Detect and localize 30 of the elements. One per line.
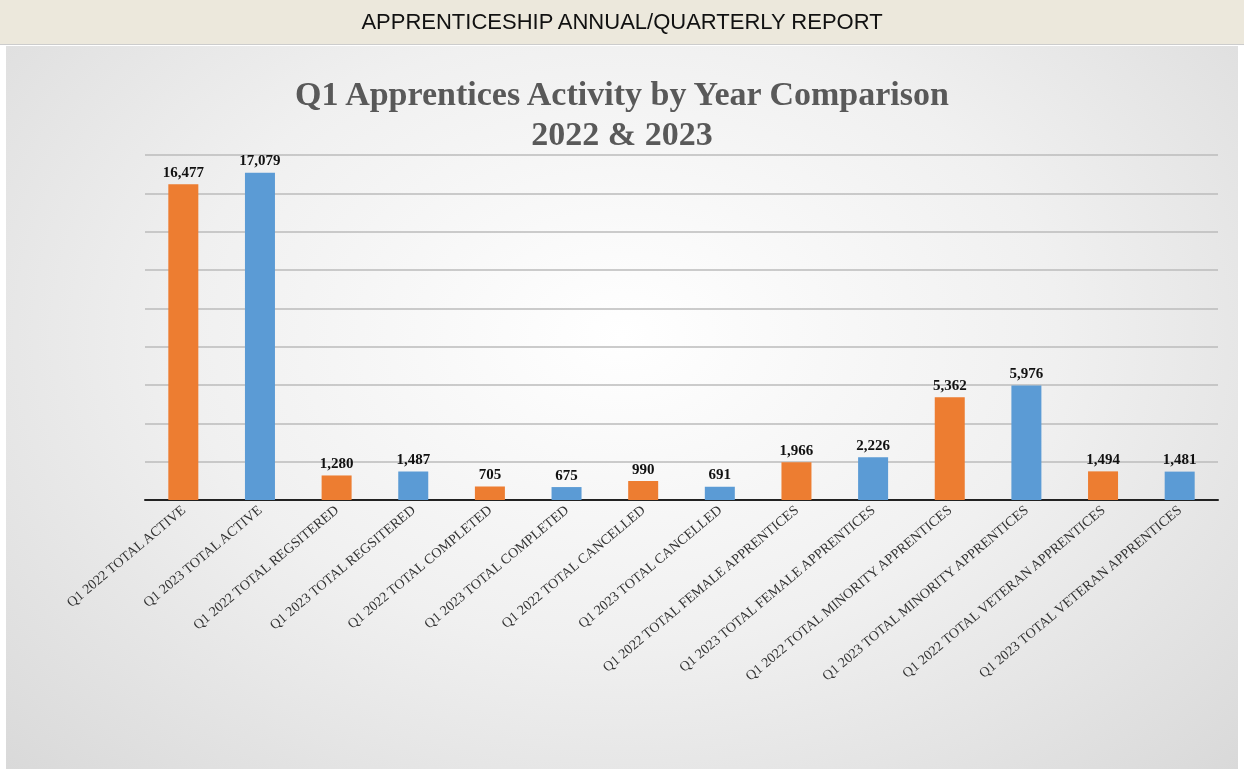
bar bbox=[1164, 471, 1195, 500]
bar bbox=[704, 486, 735, 500]
bar bbox=[321, 475, 352, 500]
data-label: 1,966 bbox=[779, 441, 814, 458]
bar bbox=[1088, 471, 1119, 500]
data-label: 675 bbox=[555, 466, 578, 483]
data-label: 1,280 bbox=[319, 454, 354, 471]
data-label: 705 bbox=[478, 465, 502, 482]
data-label: 2,226 bbox=[856, 436, 891, 453]
data-label: 1,487 bbox=[396, 451, 431, 467]
bar bbox=[398, 471, 429, 500]
bar bbox=[551, 487, 582, 500]
data-label: 990 bbox=[631, 460, 655, 477]
bar bbox=[1011, 385, 1042, 500]
data-label: 5,362 bbox=[932, 376, 967, 393]
bar bbox=[244, 172, 275, 500]
bar bbox=[781, 462, 812, 500]
bar bbox=[474, 486, 505, 500]
data-label: 1,494 bbox=[1086, 450, 1121, 467]
data-label: 1,481 bbox=[1162, 451, 1197, 468]
data-label: 691 bbox=[708, 466, 732, 483]
bar bbox=[628, 481, 659, 500]
chart-subtitle: Q1 Apprentices Activity by Year Comparison 2022 & 2023 bbox=[295, 74, 950, 152]
bar bbox=[168, 184, 199, 500]
data-label: 16,477 bbox=[162, 163, 205, 180]
data-label: 5,976 bbox=[1009, 364, 1044, 381]
bar bbox=[934, 397, 965, 500]
data-label: 17,079 bbox=[239, 152, 281, 169]
bar bbox=[858, 457, 889, 500]
chart-title: APPRENTICESHIP ANNUAL/QUARTERLY REPORT bbox=[0, 0, 1244, 45]
